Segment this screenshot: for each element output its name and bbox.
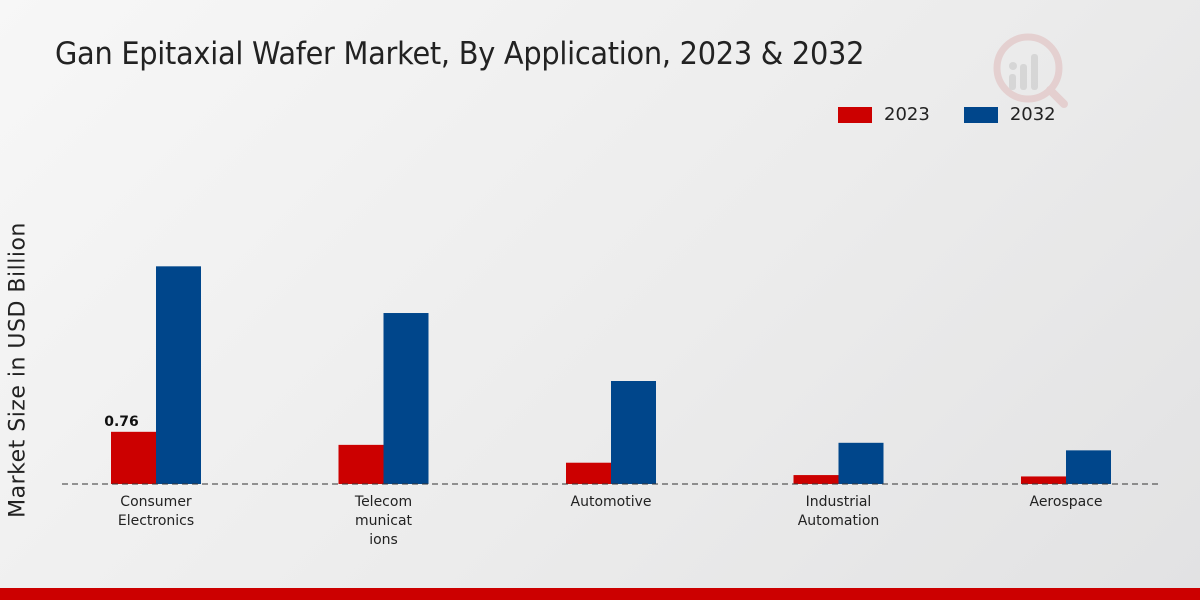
data-label-2023-consumer-electronics: 0.76 bbox=[104, 414, 139, 430]
legend-item-2032[interactable]: 2032 bbox=[963, 104, 1056, 125]
bar-2032-industrial-automation[interactable] bbox=[838, 442, 884, 484]
bar-2023-telecommunications[interactable] bbox=[338, 444, 384, 484]
bottom-accent-bar bbox=[0, 588, 1200, 600]
x-tick-label-aerospace: Aerospace bbox=[1029, 494, 1102, 510]
legend-swatch-2023 bbox=[838, 106, 872, 123]
x-tick-label-industrial-automation: Industrial Automation bbox=[798, 494, 880, 529]
bar-2023-aerospace[interactable] bbox=[1021, 476, 1066, 484]
bar-2023-consumer-electronics[interactable] bbox=[111, 431, 156, 484]
brand-logo-icon bbox=[993, 33, 1068, 108]
bar-2032-aerospace[interactable] bbox=[1066, 450, 1111, 484]
bar-2023-automotive[interactable] bbox=[566, 462, 611, 484]
bar-2023-industrial-automation[interactable] bbox=[793, 475, 839, 484]
x-tick-label-consumer-electronics: Consumer Electronics bbox=[118, 494, 194, 529]
legend: 2023 2032 bbox=[838, 104, 1090, 125]
legend-label-2032: 2032 bbox=[1009, 104, 1056, 125]
legend-item-2023[interactable]: 2023 bbox=[838, 104, 930, 125]
x-tick-label-telecommunications: Telecom municat ions bbox=[354, 494, 413, 548]
bar-2032-consumer-electronics[interactable] bbox=[156, 266, 201, 484]
chart-title: Gan Epitaxial Wafer Market, By Applicati… bbox=[55, 36, 865, 72]
bar-2032-telecommunications[interactable] bbox=[383, 313, 429, 484]
legend-swatch-2032 bbox=[963, 106, 998, 123]
bar-2032-automotive[interactable] bbox=[611, 381, 656, 484]
x-tick-label-automotive: Automotive bbox=[571, 494, 652, 510]
legend-label-2023: 2023 bbox=[884, 104, 930, 125]
